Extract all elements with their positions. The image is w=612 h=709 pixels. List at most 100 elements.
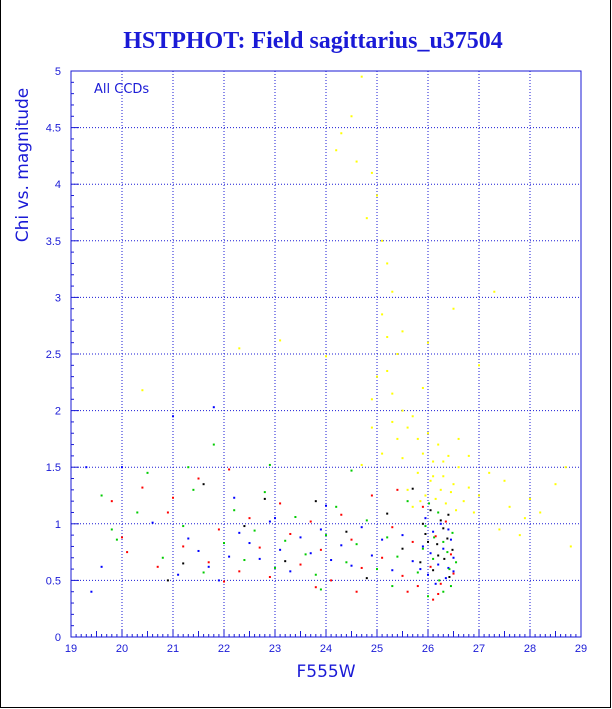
data-point	[350, 469, 353, 472]
data-point	[197, 477, 200, 480]
data-point	[411, 415, 414, 418]
x-tick-label: 28	[524, 643, 536, 655]
data-point	[330, 559, 333, 562]
data-point	[478, 364, 480, 367]
data-point	[442, 590, 445, 593]
data-point	[365, 577, 368, 580]
data-points	[85, 75, 572, 601]
data-point	[202, 571, 205, 574]
data-point	[503, 479, 506, 482]
data-point	[335, 149, 338, 152]
chart-title: HSTPHOT: Field sagittarius_u37504	[123, 28, 503, 54]
data-point	[197, 549, 200, 552]
data-point	[457, 437, 460, 440]
data-point	[451, 531, 454, 534]
data-point	[406, 500, 409, 503]
y-tick-label: 1	[55, 519, 61, 531]
data-point	[136, 511, 139, 514]
data-point	[427, 432, 429, 435]
data-point	[508, 505, 511, 508]
data-point	[274, 566, 276, 569]
data-point	[192, 488, 195, 491]
data-point	[429, 565, 432, 568]
data-point	[243, 559, 246, 562]
data-point	[228, 468, 231, 471]
data-point	[284, 539, 287, 542]
y-axis-label: Chi vs. magnitude	[13, 88, 33, 242]
data-point	[444, 520, 447, 523]
data-point	[381, 313, 384, 316]
data-point	[437, 563, 440, 566]
data-point	[529, 497, 531, 500]
data-point	[360, 463, 363, 466]
data-point	[258, 546, 261, 549]
data-point	[434, 582, 437, 585]
data-point	[437, 554, 440, 557]
data-point	[416, 571, 419, 574]
data-point	[452, 572, 455, 575]
data-point	[279, 339, 282, 342]
data-point	[279, 502, 282, 505]
data-point	[110, 500, 113, 503]
data-point	[401, 457, 404, 460]
data-point	[121, 536, 123, 539]
data-point	[309, 520, 312, 523]
data-point	[166, 511, 169, 514]
data-point	[182, 562, 185, 565]
data-point	[233, 496, 236, 499]
data-point	[355, 543, 358, 546]
data-point	[381, 239, 384, 242]
x-tick-label: 20	[116, 643, 128, 655]
data-point	[401, 409, 404, 412]
grid-lines	[71, 71, 581, 637]
y-tick-label: 3	[55, 292, 61, 304]
data-point	[391, 392, 394, 395]
data-point	[100, 494, 103, 497]
data-point	[432, 598, 435, 601]
all-ccds-annotation: All CCDs	[94, 82, 149, 97]
x-axis-label: F555W	[296, 662, 355, 682]
x-tick-label: 22	[218, 643, 230, 655]
data-point	[439, 522, 442, 525]
x-tick-label: 25	[371, 643, 383, 655]
data-point	[424, 494, 427, 497]
data-point	[263, 491, 266, 494]
data-point	[248, 517, 251, 520]
data-point	[452, 307, 455, 310]
data-point	[284, 560, 287, 563]
data-point	[340, 544, 343, 547]
data-point	[518, 534, 521, 537]
data-point	[452, 570, 455, 573]
data-point	[365, 217, 368, 220]
data-point	[370, 171, 373, 174]
data-point	[381, 556, 384, 559]
data-point	[325, 534, 327, 537]
data-point	[448, 576, 451, 579]
data-point	[434, 535, 437, 538]
data-point	[85, 466, 88, 469]
data-point	[386, 536, 389, 539]
x-tick-label: 21	[167, 643, 179, 655]
x-tick-label: 24	[320, 643, 332, 655]
data-point	[449, 491, 452, 494]
data-point	[376, 194, 378, 197]
data-point	[325, 504, 327, 507]
data-point	[376, 375, 378, 378]
y-tick-label: 0	[55, 632, 61, 644]
data-point	[370, 398, 373, 401]
data-point	[396, 555, 399, 558]
data-point	[406, 488, 409, 491]
data-point	[564, 466, 567, 469]
data-point	[427, 595, 429, 598]
data-point	[442, 460, 445, 463]
data-point	[442, 540, 445, 543]
data-point	[289, 532, 292, 535]
data-point	[444, 502, 447, 505]
data-point	[451, 548, 454, 551]
data-point	[156, 565, 159, 568]
data-point	[314, 573, 317, 576]
data-point	[416, 471, 419, 474]
data-point	[432, 530, 435, 533]
data-point	[472, 511, 475, 514]
